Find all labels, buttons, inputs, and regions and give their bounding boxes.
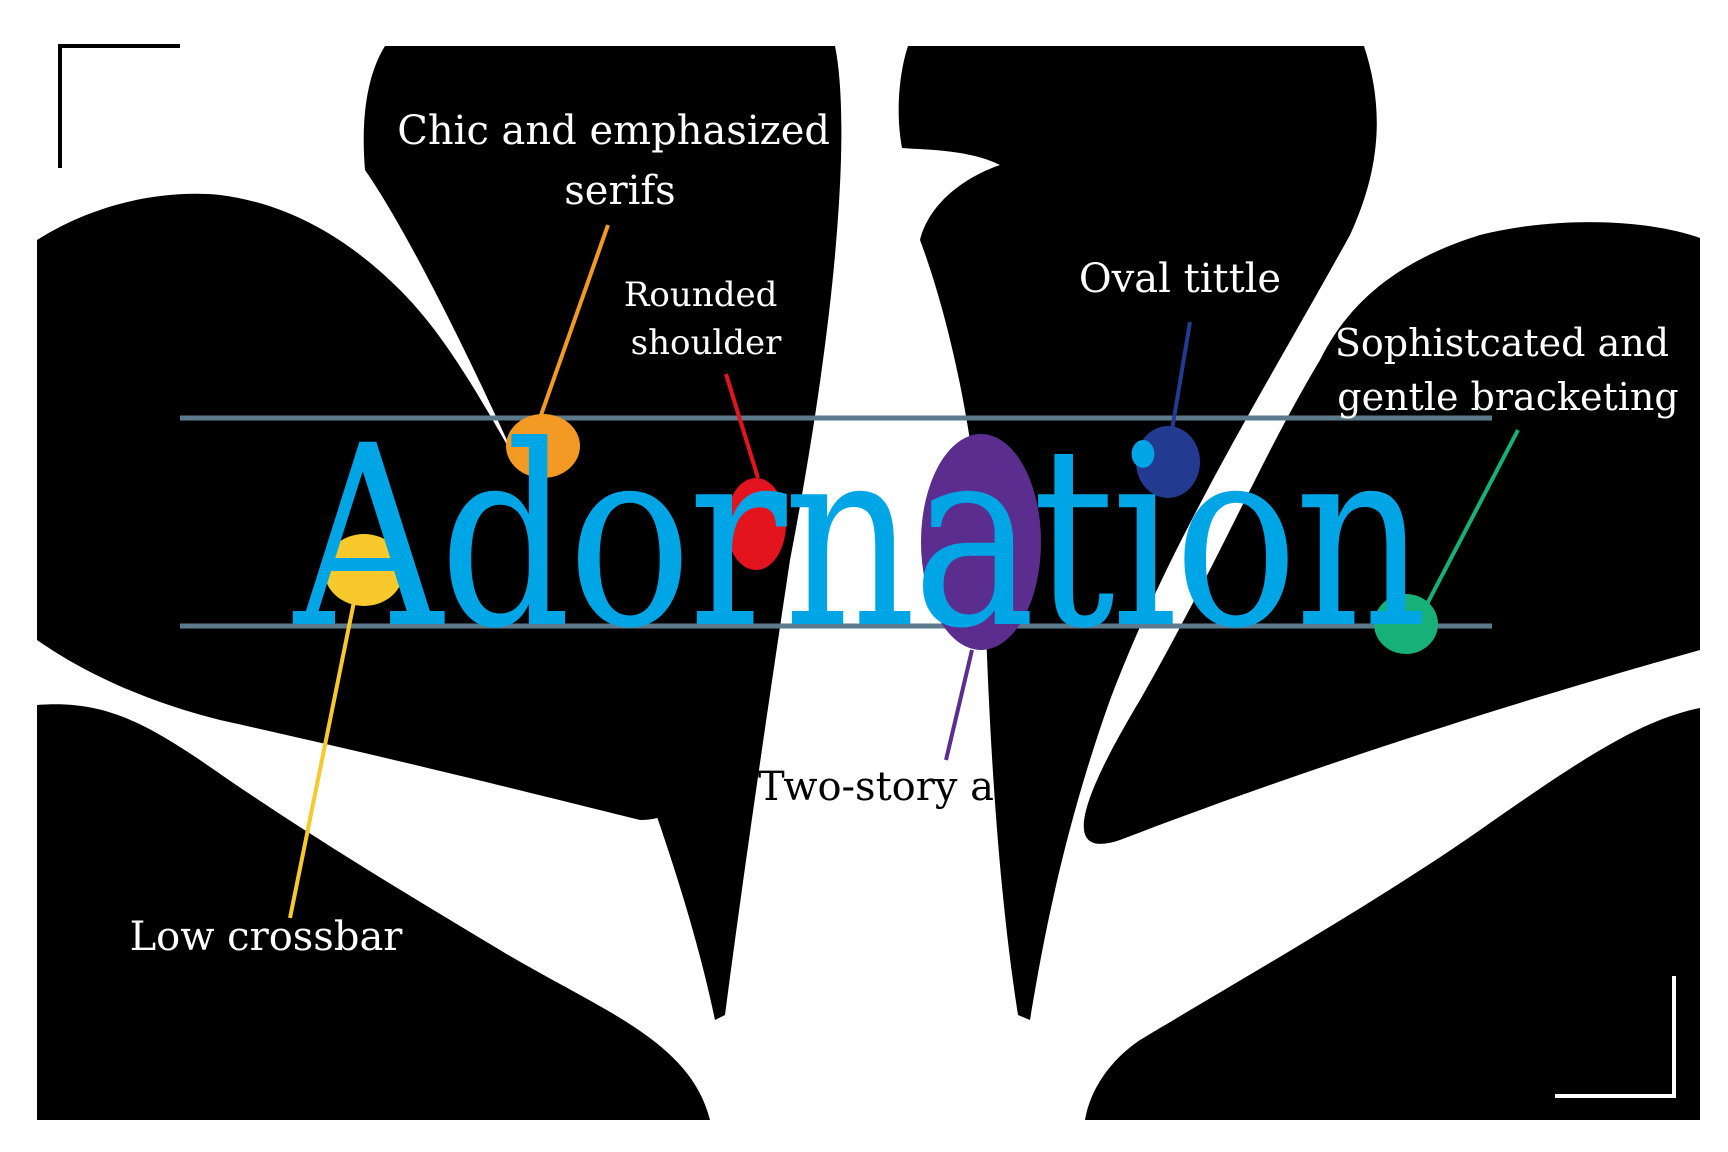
- marker-bracketing: [1374, 594, 1438, 654]
- label-serifs: Chic and emphasized serifs: [397, 108, 842, 214]
- label-tittle: Oval tittle: [1079, 256, 1281, 302]
- label-shoulder: Rounded shoulder: [624, 275, 788, 363]
- marker-serifs: [506, 414, 580, 478]
- label-bracketing-line-1: Sophistcated and: [1335, 321, 1669, 365]
- petal-left-lower: [37, 704, 710, 1120]
- label-serifs-line-1: Chic and emphasized: [397, 108, 830, 154]
- marker-shoulder: [726, 478, 786, 570]
- label-bracketing-line-2: gentle bracketing: [1337, 375, 1678, 419]
- label-shoulder-line-2: shoulder: [631, 323, 782, 363]
- petal-left-upper: [37, 193, 679, 820]
- petal-background: [37, 46, 1700, 1120]
- frame-corner-bottom-right: [1555, 976, 1676, 1098]
- leader-crossbar: [288, 571, 362, 919]
- label-serifs-line-2: serifs: [564, 168, 675, 214]
- petal-top-left-wedge: [363, 46, 842, 1020]
- leader-shoulder: [724, 373, 760, 479]
- highlight-markers: [324, 414, 1438, 654]
- label-crossbar: Low crossbar: [130, 914, 404, 960]
- petal-top-right-wedge: [898, 46, 1377, 1020]
- petal-right-upper: [1083, 222, 1700, 844]
- label-bracketing: Sophistcated and gentle bracketing: [1335, 321, 1681, 419]
- leader-two-story: [944, 649, 974, 761]
- corner-frame: [58, 44, 1676, 1098]
- leader-tittle: [1170, 321, 1192, 431]
- specimen-word: Adornation: [292, 392, 1424, 683]
- label-shoulder-line-1: Rounded: [624, 275, 778, 315]
- marker-crossbar: [324, 534, 404, 606]
- leader-lines: [288, 224, 1520, 919]
- frame-corner-top-left: [58, 44, 180, 168]
- leader-serifs: [538, 224, 610, 419]
- leader-bracketing: [1423, 429, 1520, 609]
- marker-tittle: [1136, 426, 1200, 498]
- marker-two-story: [921, 434, 1041, 650]
- guide-lines: [180, 415, 1492, 629]
- annotation-labels: Chic and emphasized serifs Rounded shoul…: [130, 108, 1681, 960]
- petal-right-lower: [1085, 708, 1700, 1120]
- label-two-story: Two-story a: [758, 764, 994, 810]
